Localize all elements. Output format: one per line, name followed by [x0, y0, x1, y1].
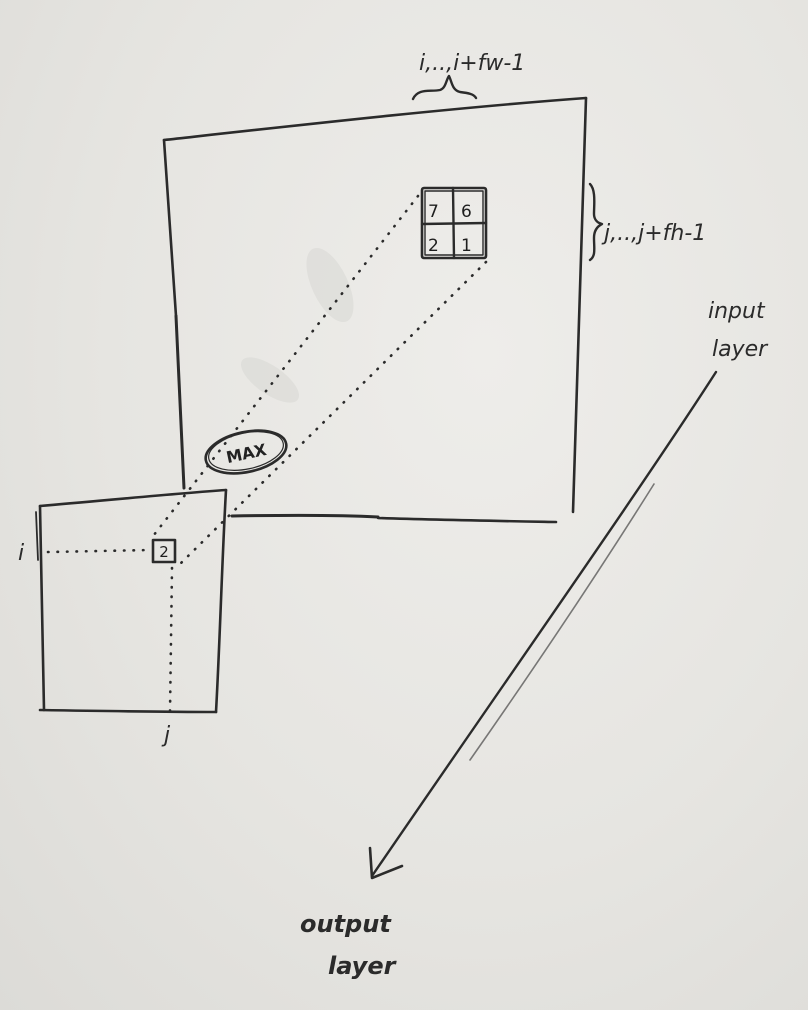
output-layer-label-line1: output	[300, 910, 392, 938]
smudge	[241, 357, 299, 403]
projection-line-upper	[148, 194, 420, 542]
input-layer-frame	[162, 96, 588, 524]
input-layer-label-line2: layer	[712, 337, 769, 362]
row-index-label: i	[18, 541, 24, 566]
arrow-line	[370, 370, 718, 878]
output-layer-frame	[35, 488, 228, 714]
output-layer-label-line2: layer	[328, 952, 398, 980]
height-range-label: j,..,j+fh-1	[601, 221, 706, 246]
input-layer-label-line1: input	[708, 299, 766, 324]
window-cell-bottom-right: 1	[461, 236, 472, 256]
output-cell-value: 2	[159, 543, 169, 561]
pooling-window	[420, 186, 488, 260]
column-guide	[168, 566, 174, 714]
projection-line-lower	[176, 260, 488, 568]
window-cell-bottom-left: 2	[428, 236, 439, 256]
smudge	[306, 247, 354, 323]
max-operation	[204, 429, 288, 475]
row-guide	[46, 548, 152, 554]
width-brace-icon	[411, 74, 478, 101]
window-cell-top-right: 6	[461, 202, 472, 222]
arrow-head-icon	[368, 846, 404, 880]
width-range-label: i,..,i+fw-1	[419, 51, 525, 76]
max-label: MAX	[224, 440, 268, 467]
column-index-label: j	[161, 723, 171, 748]
window-cell-top-left: 7	[428, 202, 439, 222]
output-cell	[151, 538, 177, 564]
height-brace-icon	[588, 182, 604, 262]
